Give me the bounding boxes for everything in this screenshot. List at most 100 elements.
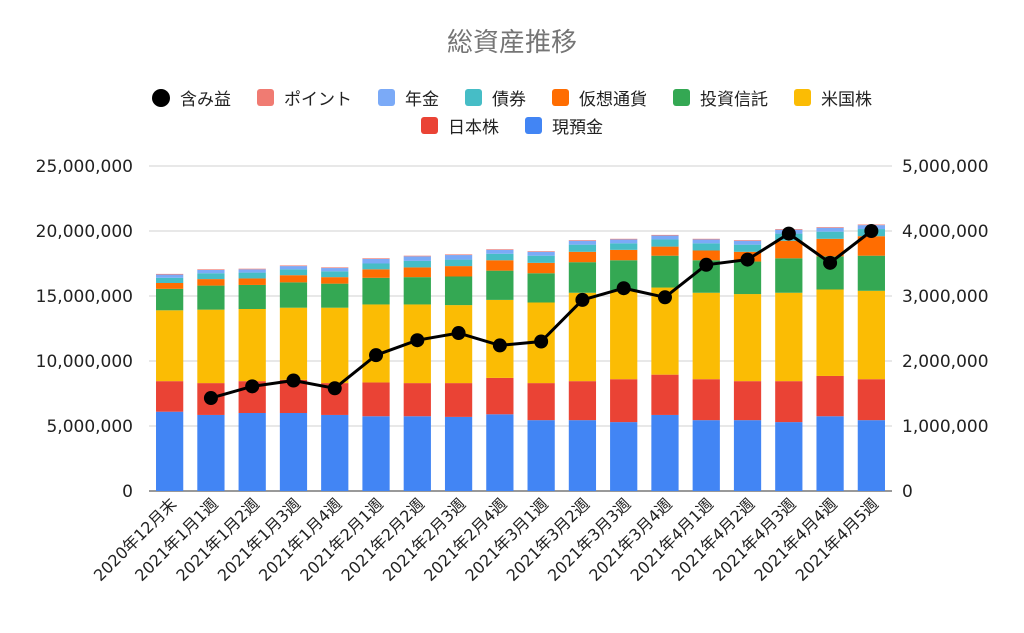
bar-segment (238, 268, 266, 270)
bar-segment (156, 273, 184, 275)
legend-label: 債券 (492, 90, 526, 110)
y-tick-label: 0 (122, 482, 133, 502)
bar-segment (568, 240, 597, 241)
y2-tick-label: 4,000,000 (902, 222, 989, 242)
y-tick-label: 15,000,000 (36, 287, 133, 307)
bar-segment (156, 283, 184, 289)
bar-segment (403, 255, 431, 257)
legend-swatch (257, 89, 274, 106)
bar-segment (651, 255, 679, 288)
bar-segment (362, 416, 390, 491)
line-point (616, 281, 631, 296)
bar-segment (403, 260, 431, 268)
legend-label: 米国株 (821, 90, 872, 110)
bar-segment (362, 258, 390, 259)
bar-segment (238, 278, 266, 285)
bar-segment (610, 239, 638, 244)
bar-segment (651, 235, 679, 240)
legend-item: 仮想通貨 (552, 85, 647, 110)
legend-swatch (552, 89, 569, 106)
bar-segment (816, 238, 844, 257)
bar-segment (610, 249, 638, 261)
bar-segment (444, 383, 473, 417)
legend-label: 仮想通貨 (579, 90, 647, 110)
bar-segment (857, 255, 885, 291)
bar-segment (197, 309, 225, 384)
bar-segment (527, 420, 555, 491)
bar-segment (651, 239, 679, 247)
bar-segment (527, 255, 555, 263)
legend-item: 現預金 (525, 113, 603, 138)
bar-segment (527, 251, 555, 252)
y-tick-label: 25,000,000 (36, 157, 133, 177)
bar-segment (527, 273, 555, 303)
line-point (740, 252, 755, 267)
bar-segment (156, 310, 184, 382)
bar-segment (568, 381, 597, 421)
bar-segment (651, 374, 679, 415)
bar-segment (527, 251, 555, 256)
bar-segment (362, 258, 390, 264)
bar-segment (692, 243, 720, 251)
bar-segment (775, 381, 803, 423)
bar-segment (733, 240, 762, 241)
bar-segment (568, 240, 597, 245)
bar-segment (816, 227, 844, 228)
bar-segment (692, 239, 720, 244)
bar-segment (692, 250, 720, 261)
chart-title: 総資産推移 (446, 28, 577, 58)
bar-segment (733, 294, 762, 382)
legend-item: 投資信託 (673, 85, 768, 110)
line-point (781, 226, 796, 241)
bar-segment (403, 267, 431, 278)
bar-segment (197, 269, 225, 270)
line-point (699, 257, 714, 272)
line-point (286, 373, 301, 388)
bar-segment (857, 379, 885, 421)
bar-segment (362, 382, 390, 417)
bar-segment (610, 238, 638, 240)
y-tick-label: 20,000,000 (36, 222, 133, 242)
line-point (492, 338, 507, 353)
bar-segment (403, 383, 431, 417)
bar-segment (279, 266, 308, 270)
bar-segment (610, 422, 638, 491)
bar-segment (486, 377, 514, 415)
bar-segment (197, 270, 225, 274)
legend-row-2: 日本株 現預金 (0, 113, 1024, 138)
bar-segment (568, 244, 597, 252)
line-point (534, 334, 549, 349)
legend-swatch (465, 89, 482, 106)
bar-segment (156, 277, 184, 283)
bar-segment (444, 255, 473, 260)
legend-label: 日本株 (448, 118, 499, 138)
bar-segment (568, 420, 597, 491)
bar-segment (486, 270, 514, 300)
legend-swatch (525, 117, 542, 134)
line-point (410, 333, 425, 348)
bar-segment (775, 258, 803, 293)
legend-label: 年金 (405, 90, 439, 110)
bar-segment (197, 273, 225, 280)
bar-segment (486, 260, 514, 271)
y2-tick-label: 3,000,000 (902, 287, 989, 307)
bar-segment (692, 292, 720, 380)
bar-segment (197, 414, 225, 491)
bar-segment (321, 283, 349, 308)
legend-swatch (794, 89, 811, 106)
bar-segment (733, 244, 762, 252)
bar-segment (568, 262, 597, 293)
bar-segment (775, 422, 803, 491)
y-tick-label: 5,000,000 (46, 417, 133, 437)
line-point (203, 391, 218, 406)
bar-segment (321, 267, 349, 269)
bar-segment (156, 274, 184, 278)
bar-segment (321, 271, 349, 278)
legend-label: 現預金 (552, 118, 603, 138)
bar-segment (444, 305, 473, 384)
bar-segment (692, 238, 720, 240)
legend-label: ポイント (284, 90, 352, 110)
bar-segment (816, 289, 844, 376)
bar-segment (816, 416, 844, 491)
